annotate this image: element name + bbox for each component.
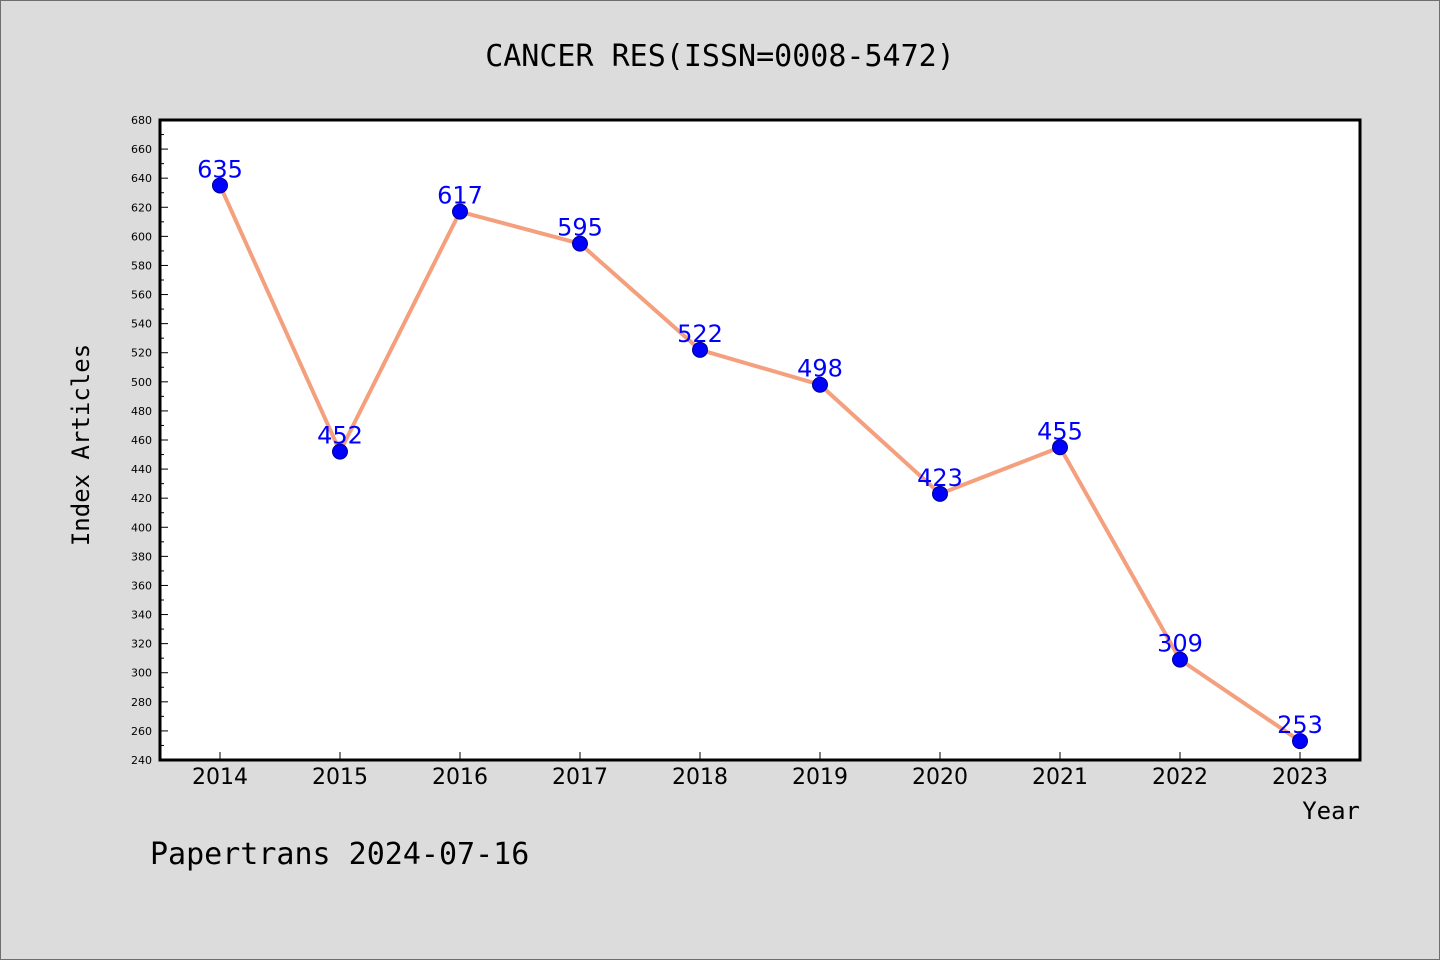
y-tick-label: 340 [131,609,152,622]
x-tick-label: 2023 [1272,765,1328,790]
y-tick-label: 680 [131,114,152,127]
y-tick-label: 520 [131,347,152,360]
y-tick-label: 600 [131,230,152,243]
data-label: 635 [197,155,243,183]
y-tick-label: 640 [131,172,152,185]
data-label: 455 [1037,417,1083,445]
y-axis: 240 260 280 300 320 340 360 380 400 420 440 460 480 5… [131,114,168,767]
y-tick-label: 440 [131,463,152,476]
y-tick-label: 360 [131,579,152,592]
x-tick-label: 2021 [1032,765,1088,790]
y-tick-label: 320 [131,638,152,651]
y-tick-label: 260 [131,725,152,738]
y-tick-label: 280 [131,696,152,709]
x-tick-label: 2017 [552,765,608,790]
data-point [452,203,468,220]
x-tick-label: 2018 [672,765,728,790]
y-tick-label: 480 [131,405,152,418]
y-axis-label: Index Articles [67,344,95,546]
chart-title: CANCER RES(ISSN=0008-5472) [485,39,955,74]
y-tick-label: 420 [131,492,152,505]
x-tick-label: 2019 [792,765,848,790]
data-point [932,485,948,502]
data-point [812,376,828,393]
data-point [692,341,708,358]
data-point [1172,651,1188,668]
plot-area [158,118,1362,762]
data-label: 498 [797,355,843,383]
y-tick-label: 400 [131,521,152,534]
x-tick-label: 2022 [1152,765,1208,790]
x-tick-label: 2014 [192,765,248,790]
data-point [212,177,228,194]
y-tick-label: 580 [131,259,152,272]
series-line [218,184,1302,743]
data-label: 309 [1157,630,1203,658]
y-tick-label: 380 [131,550,152,563]
y-tick-label: 460 [131,434,152,447]
x-tick-label: 2015 [312,765,368,790]
data-point [1052,439,1068,456]
y-tick-label: 660 [131,143,152,156]
data-label: 595 [557,214,603,242]
y-tick-label: 540 [131,318,152,331]
y-tick-label: 240 [131,754,152,767]
x-tick-label: 2020 [912,765,968,790]
y-tick-label: 300 [131,667,152,680]
data-label: 522 [677,320,723,348]
y-tick-label: 620 [131,201,152,214]
x-axis-label: Year [1302,797,1360,825]
y-tick-label: 500 [131,376,152,389]
data-label: 617 [437,182,483,210]
data-label: 253 [1277,711,1323,739]
data-label: 452 [317,422,363,450]
data-point [332,443,348,460]
data-point [572,235,588,252]
series-index-articles: 635 452 617 595 522 498 423 455 309 253 [197,155,1323,750]
data-label: 423 [917,464,963,492]
data-point [1292,733,1308,750]
y-tick-label: 560 [131,289,152,302]
x-axis: 2014 2015 2016 2017 2018 2019 2020 2021 2022 2023 [192,752,1328,790]
footer-credit: Papertrans 2024-07-16 [150,837,529,872]
x-tick-label: 2016 [432,765,488,790]
